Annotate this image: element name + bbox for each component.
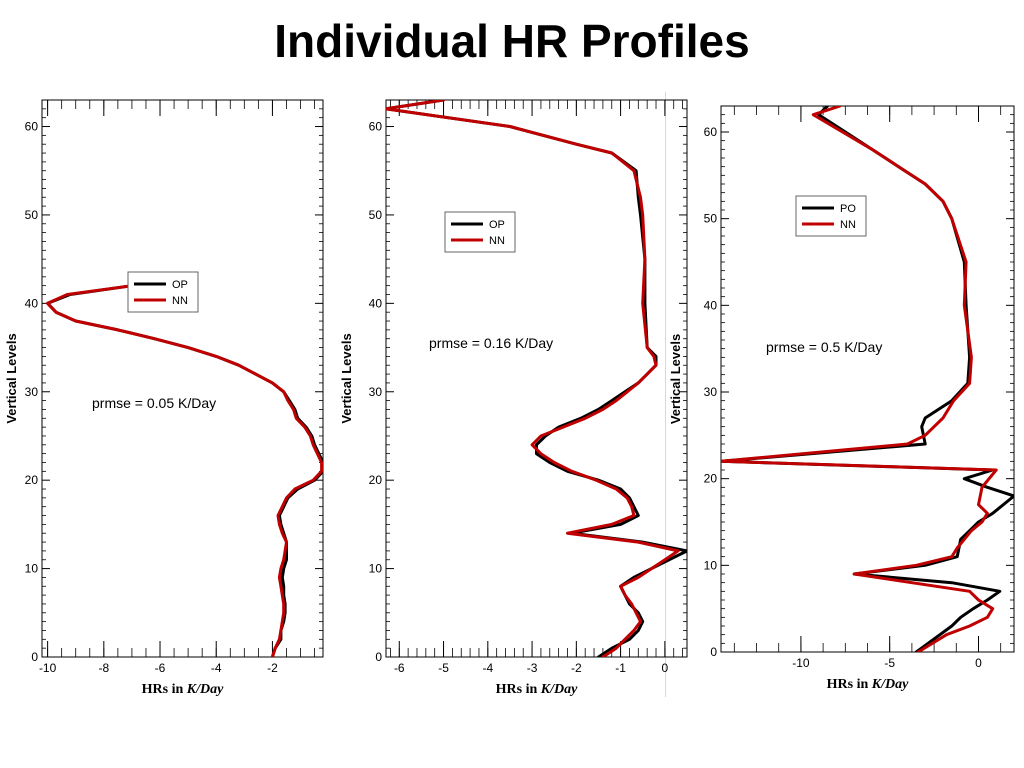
series-line-nn <box>721 106 998 652</box>
x-axis-label-unit: K/Day <box>186 682 224 697</box>
x-tick-label: -6 <box>155 661 166 675</box>
legend-label-po: PO <box>840 203 856 215</box>
x-tick-label: -6 <box>394 661 405 675</box>
legend-label-nn: NN <box>489 235 505 247</box>
y-tick-label: 0 <box>710 645 717 659</box>
x-tick-label: -10 <box>39 661 57 675</box>
legend-box <box>444 211 516 253</box>
series-group <box>386 100 687 657</box>
y-tick-label: 10 <box>369 562 383 576</box>
y-tick-label: 40 <box>369 296 383 310</box>
series-line-nn <box>386 100 680 657</box>
y-tick-label: 0 <box>375 650 382 664</box>
y-tick-label: 60 <box>369 120 383 134</box>
y-tick-label: 30 <box>369 385 383 399</box>
x-tick-label: -1 <box>615 661 626 675</box>
x-axis-label-unit: K/Day <box>540 682 578 697</box>
y-axis-label: Vertical Levels <box>339 333 354 423</box>
legend-label-op: OP <box>489 219 505 231</box>
legend-label-nn: NN <box>840 219 856 231</box>
x-tick-label: -3 <box>527 661 538 675</box>
y-tick-label: 10 <box>25 562 39 576</box>
hr-profile-chart-1: 0 10 20 30 40 50 60 -10 -8 -6 -4 -2 Vertical Levels H… <box>4 99 324 697</box>
y-axis-label: Vertical Levels <box>4 333 19 423</box>
x-axis-label-prefix: HRs in <box>142 682 187 697</box>
plot-frame <box>385 99 688 658</box>
y-tick-label: 40 <box>704 298 718 312</box>
x-axis-label-prefix: HRs in <box>496 682 541 697</box>
y-tick-label: 20 <box>704 472 718 486</box>
y-tick-label: 40 <box>25 296 39 310</box>
prmse-annotation: prmse = 0.5 K/Day <box>766 339 882 355</box>
x-axis-label: HRs in K/Day <box>142 682 224 697</box>
series-group <box>46 275 323 657</box>
y-tick-label: 20 <box>25 473 39 487</box>
y-tick-label: 60 <box>25 120 39 134</box>
legend-box <box>795 195 867 237</box>
hr-profile-chart-2: 0 10 20 30 40 50 60 -6 -5 -4 -3 -2 -1 0 Vertical Level… <box>339 99 688 697</box>
y-tick-label: 30 <box>704 385 718 399</box>
legend: OP NN <box>127 271 199 313</box>
y-tick-label: 50 <box>704 212 718 226</box>
x-tick-label: 0 <box>662 661 669 675</box>
hr-profile-chart-3: 0 10 20 30 40 50 60 -10 -5 0 Vertical Levels HRs in… <box>668 105 1015 692</box>
legend: OP NN <box>444 211 516 253</box>
x-axis-label: HRs in K/Day <box>827 677 909 692</box>
x-tick-label: -5 <box>438 661 449 675</box>
legend-box <box>127 271 199 313</box>
x-tick-label: -4 <box>211 661 222 675</box>
plot-frame <box>41 99 324 658</box>
prmse-annotation: prmse = 0.05 K/Day <box>92 395 216 411</box>
y-tick-label: 10 <box>704 558 718 572</box>
y-tick-label: 60 <box>704 125 718 139</box>
legend-label-nn: NN <box>172 295 188 307</box>
x-axis-label-prefix: HRs in <box>827 677 872 692</box>
x-tick-label: -5 <box>884 656 895 670</box>
x-axis-label-unit: K/Day <box>871 677 909 692</box>
x-tick-label: -2 <box>571 661 582 675</box>
y-tick-label: 50 <box>369 208 383 222</box>
x-tick-label: -10 <box>792 656 810 670</box>
y-tick-label: 20 <box>369 473 383 487</box>
y-tick-label: 50 <box>25 208 39 222</box>
x-tick-label: -2 <box>267 661 278 675</box>
y-tick-label: 0 <box>31 650 38 664</box>
slide-title: Individual HR Profiles <box>274 15 750 67</box>
legend-label-op: OP <box>172 279 188 291</box>
panel-divider <box>665 92 666 697</box>
x-tick-label: -4 <box>482 661 493 675</box>
x-tick-label: -8 <box>98 661 109 675</box>
x-tick-label: 0 <box>975 656 982 670</box>
series-line-nn <box>46 275 323 657</box>
series-group <box>721 106 1014 652</box>
legend: PO NN <box>795 195 867 237</box>
y-axis-label: Vertical Levels <box>668 334 683 424</box>
x-axis-label: HRs in K/Day <box>496 682 578 697</box>
prmse-annotation: prmse = 0.16 K/Day <box>429 335 553 351</box>
y-tick-label: 30 <box>25 385 39 399</box>
